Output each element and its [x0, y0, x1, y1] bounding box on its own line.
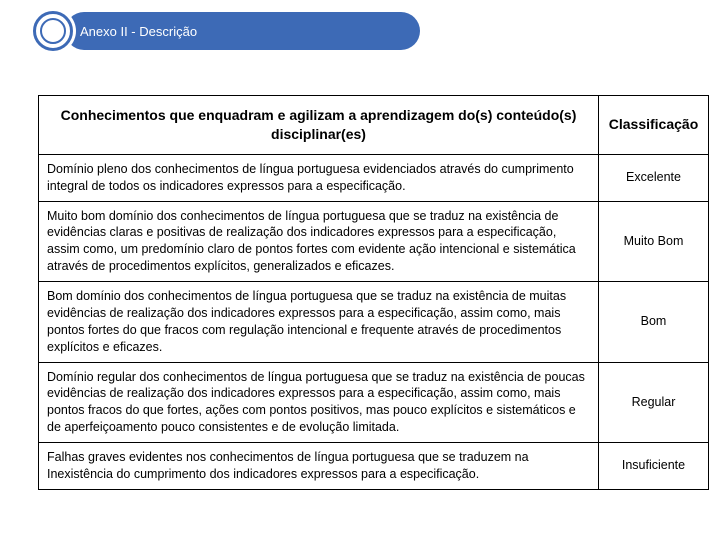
header-description: Conhecimentos que enquadram e agilizam a…: [39, 96, 599, 155]
row-description: Bom domínio dos conhecimentos de língua …: [39, 282, 599, 363]
table-row: Domínio regular dos conhecimentos de lín…: [39, 362, 709, 443]
row-description: Domínio regular dos conhecimentos de lín…: [39, 362, 599, 443]
header-classification: Classificação: [599, 96, 709, 155]
row-description: Domínio pleno dos conhecimentos de língu…: [39, 154, 599, 201]
table-row: Bom domínio dos conhecimentos de língua …: [39, 282, 709, 363]
row-description: Muito bom domínio dos conhecimentos de l…: [39, 201, 599, 282]
row-classification: Regular: [599, 362, 709, 443]
header-circle-icon: [30, 8, 76, 54]
table-header-row: Conhecimentos que enquadram e agilizam a…: [39, 96, 709, 155]
table-row: Falhas graves evidentes nos conhecimento…: [39, 443, 709, 490]
row-classification: Insuficiente: [599, 443, 709, 490]
row-classification: Muito Bom: [599, 201, 709, 282]
row-classification: Bom: [599, 282, 709, 363]
header-title: Anexo II - Descrição: [80, 24, 197, 39]
classification-table: Conhecimentos que enquadram e agilizam a…: [38, 95, 709, 490]
header-pill: Anexo II - Descrição: [65, 12, 420, 50]
row-classification: Excelente: [599, 154, 709, 201]
row-description: Falhas graves evidentes nos conhecimento…: [39, 443, 599, 490]
table-row: Muito bom domínio dos conhecimentos de l…: [39, 201, 709, 282]
table-row: Domínio pleno dos conhecimentos de língu…: [39, 154, 709, 201]
